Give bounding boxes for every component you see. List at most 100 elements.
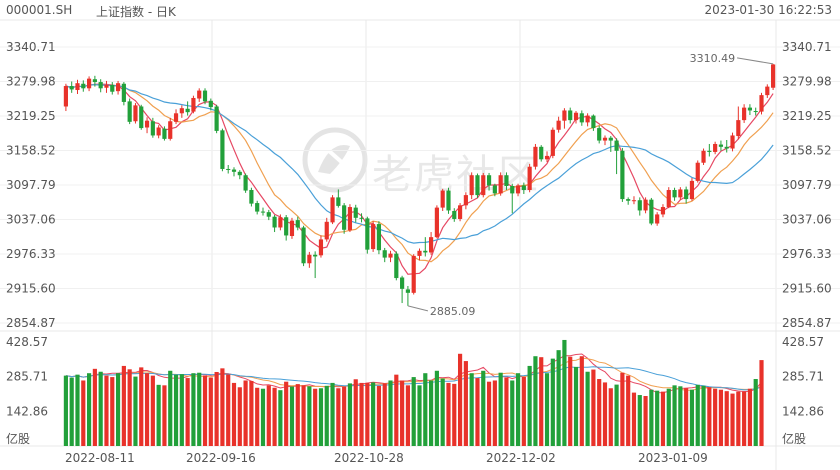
volume-bar [434, 370, 439, 446]
volume-bar [75, 374, 80, 446]
volume-bar [440, 378, 445, 446]
candle-body [481, 175, 486, 196]
volume-bar [602, 382, 608, 446]
candle-body [713, 143, 718, 152]
volume-bar [295, 384, 300, 446]
volume-bar [405, 385, 410, 446]
volume-bar [179, 374, 184, 446]
candle-body [701, 150, 706, 163]
price-tick-left: 3340.71 [6, 40, 56, 54]
candle-body [742, 107, 747, 121]
volume-bar [649, 389, 654, 446]
candle-body [255, 203, 260, 212]
volume-bar [591, 369, 596, 446]
volume-bar [689, 389, 695, 446]
volume-bar [69, 377, 74, 446]
candle-body [173, 113, 179, 122]
candle-body [614, 140, 619, 151]
candle-body [446, 190, 451, 211]
candle-body [289, 220, 295, 237]
candle-body [660, 207, 666, 215]
volume-bar [237, 387, 242, 446]
candle-body [771, 64, 776, 88]
candle-body [69, 86, 74, 90]
volume-bar [684, 388, 689, 446]
candle-body [278, 217, 283, 228]
candle-body [423, 250, 428, 253]
candle-body [133, 105, 138, 122]
volume-bar [342, 386, 347, 446]
candle-body [429, 237, 434, 253]
candle-body [666, 189, 671, 208]
candle-body [371, 224, 376, 250]
candle-body [121, 83, 126, 102]
candle-body [394, 253, 399, 279]
candle-body [98, 82, 103, 89]
price-tick-right: 3219.25 [782, 109, 832, 123]
ma20-line [65, 83, 774, 244]
candle-body [533, 146, 538, 167]
candle-body [179, 108, 184, 114]
candle-body [643, 199, 648, 211]
candle-body [347, 207, 353, 231]
volume-bar [365, 382, 370, 446]
volume-bar [104, 375, 109, 446]
volume-bar [347, 383, 353, 446]
volume-bar [260, 388, 266, 446]
volume-bar [266, 385, 271, 446]
volume-bar [753, 379, 758, 446]
volume-bar [463, 361, 468, 446]
price-tick-left: 3037.06 [6, 213, 56, 227]
volume-bar [162, 385, 167, 446]
candle-body [684, 189, 689, 200]
volume-bar [747, 388, 753, 446]
volume-bar [759, 360, 764, 446]
candle-body [602, 137, 608, 141]
candle-body [243, 175, 248, 191]
candle-body [86, 78, 92, 89]
volume-tick-right: 285.71 [782, 370, 824, 384]
candle-body [295, 220, 300, 228]
candle-body [486, 175, 492, 186]
candle-body [405, 289, 410, 293]
candle-body [150, 121, 155, 136]
candle-body [475, 175, 480, 196]
volume-bar [243, 380, 248, 446]
candle-body [92, 79, 97, 83]
price-tick-left: 3158.52 [6, 144, 56, 158]
volume-bar [457, 353, 463, 446]
candle-body [359, 217, 364, 219]
volume-bar [255, 387, 260, 446]
volume-bar [718, 389, 724, 446]
candle-body [307, 254, 312, 264]
candle-body [156, 127, 161, 136]
volume-bar [678, 386, 683, 446]
candle-body [591, 115, 596, 129]
volume-bar [515, 373, 521, 446]
candle-body [626, 199, 631, 201]
volume-bar [382, 383, 387, 446]
price-tick-right: 3279.98 [782, 75, 832, 89]
symbol-code: 000001.SH [6, 3, 73, 17]
candle-body [585, 115, 590, 123]
price-tick-right: 3158.52 [782, 144, 832, 158]
volume-bar [666, 388, 671, 446]
candle-body [127, 101, 132, 122]
volume-bar [475, 378, 480, 446]
candle-body [284, 217, 289, 236]
price-tick-left: 3279.98 [6, 75, 56, 89]
volume-bar [272, 387, 277, 446]
candle-body [324, 221, 329, 240]
volume-bar [202, 375, 208, 446]
candle-body [544, 155, 550, 160]
volume-bar [544, 373, 550, 446]
low-leader-line [407, 305, 429, 312]
candle-body [353, 207, 358, 218]
volume-bar [115, 373, 121, 446]
volume-bar [330, 382, 335, 446]
candle-body [492, 185, 497, 194]
volume-bar [324, 385, 329, 446]
price-tick-right: 3037.06 [782, 213, 832, 227]
volume-bar [359, 382, 364, 446]
volume-bar [63, 375, 68, 446]
